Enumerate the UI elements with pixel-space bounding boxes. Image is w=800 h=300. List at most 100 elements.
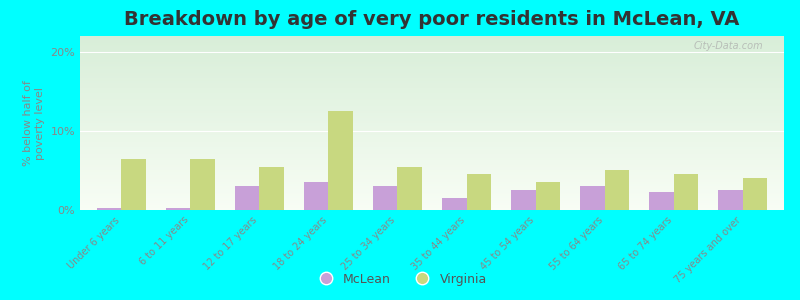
Bar xyxy=(80,88,784,90)
Bar xyxy=(80,41,784,43)
Bar xyxy=(80,74,784,76)
Bar xyxy=(80,45,784,46)
Bar xyxy=(80,112,784,114)
Bar xyxy=(80,160,784,161)
Bar xyxy=(80,140,784,142)
Bar xyxy=(80,135,784,137)
Bar xyxy=(80,60,784,62)
Bar xyxy=(80,132,784,134)
Bar xyxy=(80,109,784,111)
Bar xyxy=(122,159,146,210)
Bar xyxy=(80,128,784,130)
Bar xyxy=(80,121,784,123)
Bar xyxy=(80,203,784,205)
Bar xyxy=(80,134,784,135)
Bar xyxy=(80,100,784,102)
Bar xyxy=(80,86,784,88)
Bar xyxy=(329,111,353,210)
Bar xyxy=(304,182,329,210)
Bar xyxy=(398,167,422,210)
Bar xyxy=(80,188,784,189)
Bar xyxy=(235,186,259,210)
Bar xyxy=(80,137,784,139)
Bar xyxy=(80,168,784,170)
Bar xyxy=(80,97,784,99)
Bar xyxy=(466,174,490,210)
Bar xyxy=(80,146,784,147)
Bar xyxy=(80,198,784,200)
Bar xyxy=(80,130,784,132)
Bar xyxy=(80,172,784,173)
Bar xyxy=(80,62,784,64)
Bar xyxy=(80,64,784,66)
Y-axis label: % below half of
poverty level: % below half of poverty level xyxy=(23,80,45,166)
Bar xyxy=(80,36,784,38)
Bar xyxy=(80,57,784,58)
Bar xyxy=(674,174,698,210)
Bar xyxy=(80,119,784,121)
Bar xyxy=(80,147,784,149)
Bar xyxy=(80,67,784,69)
Bar xyxy=(650,192,674,210)
Bar xyxy=(80,201,784,203)
Bar xyxy=(80,191,784,193)
Bar xyxy=(80,156,784,158)
Bar xyxy=(80,104,784,106)
Bar xyxy=(80,127,784,128)
Bar xyxy=(80,40,784,41)
Bar xyxy=(80,158,784,160)
Bar xyxy=(80,139,784,140)
Bar xyxy=(80,208,784,210)
Bar xyxy=(80,46,784,48)
Bar xyxy=(80,205,784,206)
Bar xyxy=(80,165,784,167)
Bar xyxy=(80,50,784,52)
Bar xyxy=(718,190,742,210)
Bar xyxy=(80,90,784,92)
Bar xyxy=(80,184,784,186)
Bar xyxy=(80,102,784,104)
Bar xyxy=(80,153,784,154)
Bar xyxy=(80,154,784,156)
Bar xyxy=(80,71,784,73)
Bar xyxy=(80,182,784,184)
Bar xyxy=(80,69,784,71)
Bar xyxy=(80,151,784,153)
Bar xyxy=(80,66,784,67)
Bar xyxy=(80,163,784,165)
Bar xyxy=(742,178,766,210)
Bar xyxy=(80,118,784,119)
Bar xyxy=(80,43,784,45)
Title: Breakdown by age of very poor residents in McLean, VA: Breakdown by age of very poor residents … xyxy=(124,10,740,29)
Bar xyxy=(80,170,784,172)
Bar xyxy=(80,206,784,208)
Bar xyxy=(80,114,784,116)
Bar xyxy=(80,196,784,198)
Bar xyxy=(80,48,784,50)
Legend: McLean, Virginia: McLean, Virginia xyxy=(308,268,492,291)
Text: City-Data.com: City-Data.com xyxy=(694,41,763,51)
Bar xyxy=(80,58,784,60)
Bar xyxy=(80,93,784,95)
Bar xyxy=(80,179,784,180)
Bar xyxy=(80,95,784,97)
Bar xyxy=(80,177,784,179)
Bar xyxy=(190,159,214,210)
Bar xyxy=(80,106,784,107)
Bar xyxy=(80,107,784,109)
Bar xyxy=(80,167,784,168)
Bar xyxy=(80,38,784,40)
Bar xyxy=(80,111,784,112)
Bar xyxy=(80,173,784,175)
Bar xyxy=(442,198,466,210)
Bar xyxy=(80,81,784,83)
Bar xyxy=(374,186,398,210)
Bar xyxy=(580,186,605,210)
Bar xyxy=(80,78,784,80)
Bar xyxy=(166,208,190,210)
Bar xyxy=(80,116,784,118)
Bar xyxy=(80,99,784,100)
Bar xyxy=(80,83,784,85)
Bar xyxy=(80,175,784,177)
Bar xyxy=(80,73,784,74)
